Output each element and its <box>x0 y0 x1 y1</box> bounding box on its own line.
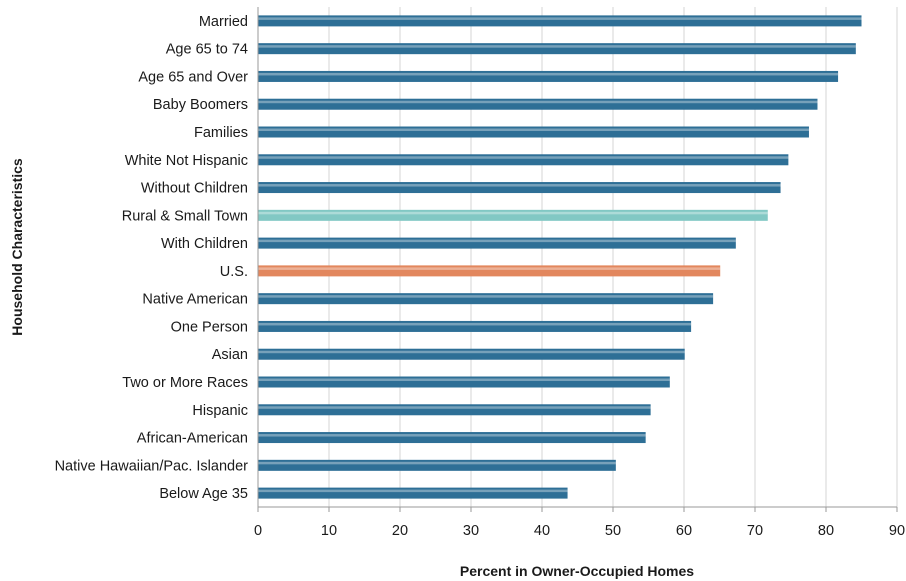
bar-age-65-and-over <box>258 70 839 82</box>
category-label-families: Families <box>194 125 248 141</box>
bar-one-person <box>258 320 692 332</box>
bar-asian <box>258 348 685 360</box>
category-label-hispanic: Hispanic <box>192 403 248 419</box>
bar-without-children <box>258 182 781 194</box>
bar-families <box>258 126 809 138</box>
bar-native-american <box>258 293 714 305</box>
bar-african-american <box>258 432 646 444</box>
category-label-below-age-35: Below Age 35 <box>159 486 248 502</box>
bar-highlight-u-s <box>258 267 721 270</box>
x-tick-label-70: 70 <box>747 523 763 539</box>
bar-hispanic <box>258 404 651 416</box>
bar-highlight-below-age-35 <box>258 489 568 493</box>
x-tick-label-30: 30 <box>463 523 479 539</box>
gridlines <box>328 7 898 507</box>
x-tick-label-20: 20 <box>392 523 408 539</box>
category-label-baby-boomers: Baby Boomers <box>153 97 248 113</box>
x-tick-label-90: 90 <box>889 523 905 539</box>
bar-highlight-two-or-more-races <box>258 378 670 381</box>
bar-native-hawaiian-pac-islander <box>258 459 616 471</box>
category-label-age-65-and-over: Age 65 and Over <box>138 69 248 85</box>
bar-age-65-to-74 <box>258 43 856 55</box>
x-tick-label-50: 50 <box>605 523 621 539</box>
category-label-without-children: Without Children <box>141 181 248 197</box>
category-label-with-children: With Children <box>161 236 248 252</box>
bar-highlight-married <box>258 17 862 20</box>
x-tick-labels: 0 10 20 30 40 50 60 70 80 90 <box>254 507 905 539</box>
category-label-two-or-more-races: Two or More Races <box>122 375 248 391</box>
x-tick-label-80: 80 <box>818 523 834 539</box>
bar-highlight-african-american <box>258 434 646 437</box>
x-tick-label-40: 40 <box>534 523 550 539</box>
bar-highlight-native-hawaiian-pac-islander <box>258 461 616 465</box>
bar-highlight-baby-boomers <box>258 100 818 104</box>
bar-highlight-without-children <box>258 184 781 187</box>
x-tick-label-10: 10 <box>321 523 337 539</box>
category-labels: Married Age 65 to 74 Age 65 and Over Baby B… <box>55 14 249 502</box>
bar-highlight-native-american <box>258 295 714 298</box>
bar-married <box>258 15 862 27</box>
category-label-white-not-hispanic: White Not Hispanic <box>125 153 248 169</box>
bar-highlight-age-65-to-74 <box>258 45 856 48</box>
category-label-u-s: U.S. <box>220 264 248 280</box>
bar-highlight-white-not-hispanic <box>258 156 789 159</box>
bar-below-age-35 <box>258 487 568 499</box>
bar-highlight-with-children <box>258 239 736 243</box>
bar-white-not-hispanic <box>258 154 789 166</box>
bar-highlight-age-65-and-over <box>258 72 839 76</box>
category-label-married: Married <box>199 14 248 30</box>
bar-highlight-one-person <box>258 322 692 326</box>
bar-baby-boomers <box>258 98 818 110</box>
category-label-one-person: One Person <box>171 319 248 335</box>
bar-rural-small-town <box>258 209 768 221</box>
category-label-native-hawaiian-pac-islander: Native Hawaiian/Pac. Islander <box>55 458 249 474</box>
bar-two-or-more-races <box>258 376 670 388</box>
x-axis-title: Percent in Owner-Occupied Homes <box>460 563 694 579</box>
x-tick-label-60: 60 <box>676 523 692 539</box>
category-label-rural-small-town: Rural & Small Town <box>122 208 248 224</box>
category-label-native-american: Native American <box>142 292 248 308</box>
bars <box>258 15 862 499</box>
bar-with-children <box>258 237 736 249</box>
bar-highlight-asian <box>258 350 685 354</box>
y-axis-title: Household Characteristics <box>9 158 25 336</box>
category-label-african-american: African-American <box>137 431 248 447</box>
bar-highlight-families <box>258 128 809 131</box>
bar-highlight-hispanic <box>258 406 651 409</box>
x-tick-label-0: 0 <box>254 523 262 539</box>
bar-highlight-rural-small-town <box>258 211 768 215</box>
bar-u-s <box>258 265 721 277</box>
category-label-asian: Asian <box>212 347 248 363</box>
category-label-age-65-to-74: Age 65 to 74 <box>166 42 248 58</box>
